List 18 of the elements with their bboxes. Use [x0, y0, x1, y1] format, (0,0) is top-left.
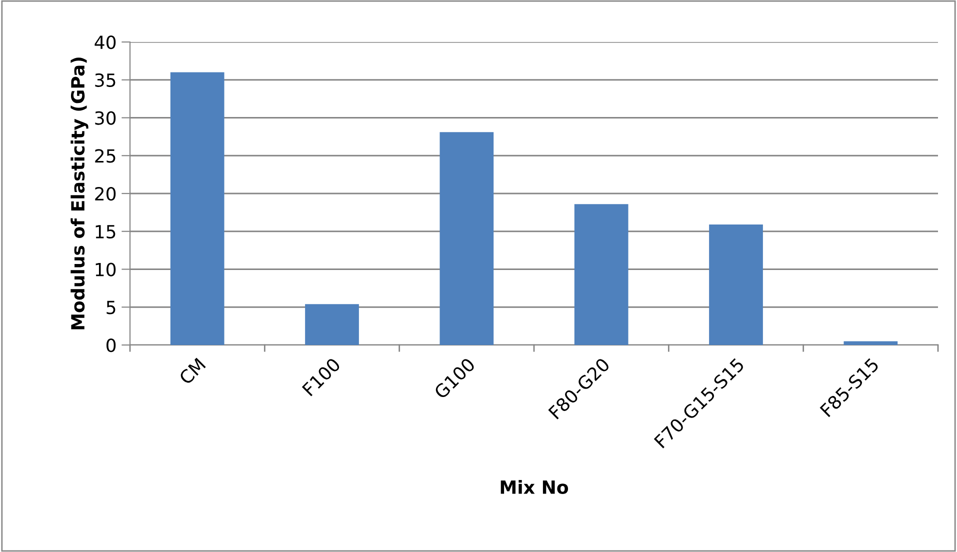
y-axis-title: Modulus of Elasticity (GPa) — [70, 58, 88, 330]
x-axis-title: Mix No — [500, 480, 568, 494]
bar — [709, 224, 763, 345]
x-tick-label: CM — [178, 358, 206, 386]
bar — [440, 132, 494, 345]
y-tick-label: 25 — [95, 149, 116, 163]
bar — [305, 304, 359, 345]
y-tick-label: 20 — [95, 186, 116, 201]
y-tick-label: 40 — [94, 35, 116, 50]
y-tick-label: 5 — [106, 300, 116, 314]
y-tick-label: 35 — [95, 73, 116, 87]
bar — [170, 72, 224, 345]
y-tick-label: 0 — [106, 338, 116, 352]
y-tick-label: 30 — [95, 111, 116, 125]
y-tick-label: 10 — [96, 262, 116, 276]
bar — [844, 341, 898, 345]
y-tick-label: 15 — [96, 225, 116, 238]
bar — [574, 204, 628, 345]
